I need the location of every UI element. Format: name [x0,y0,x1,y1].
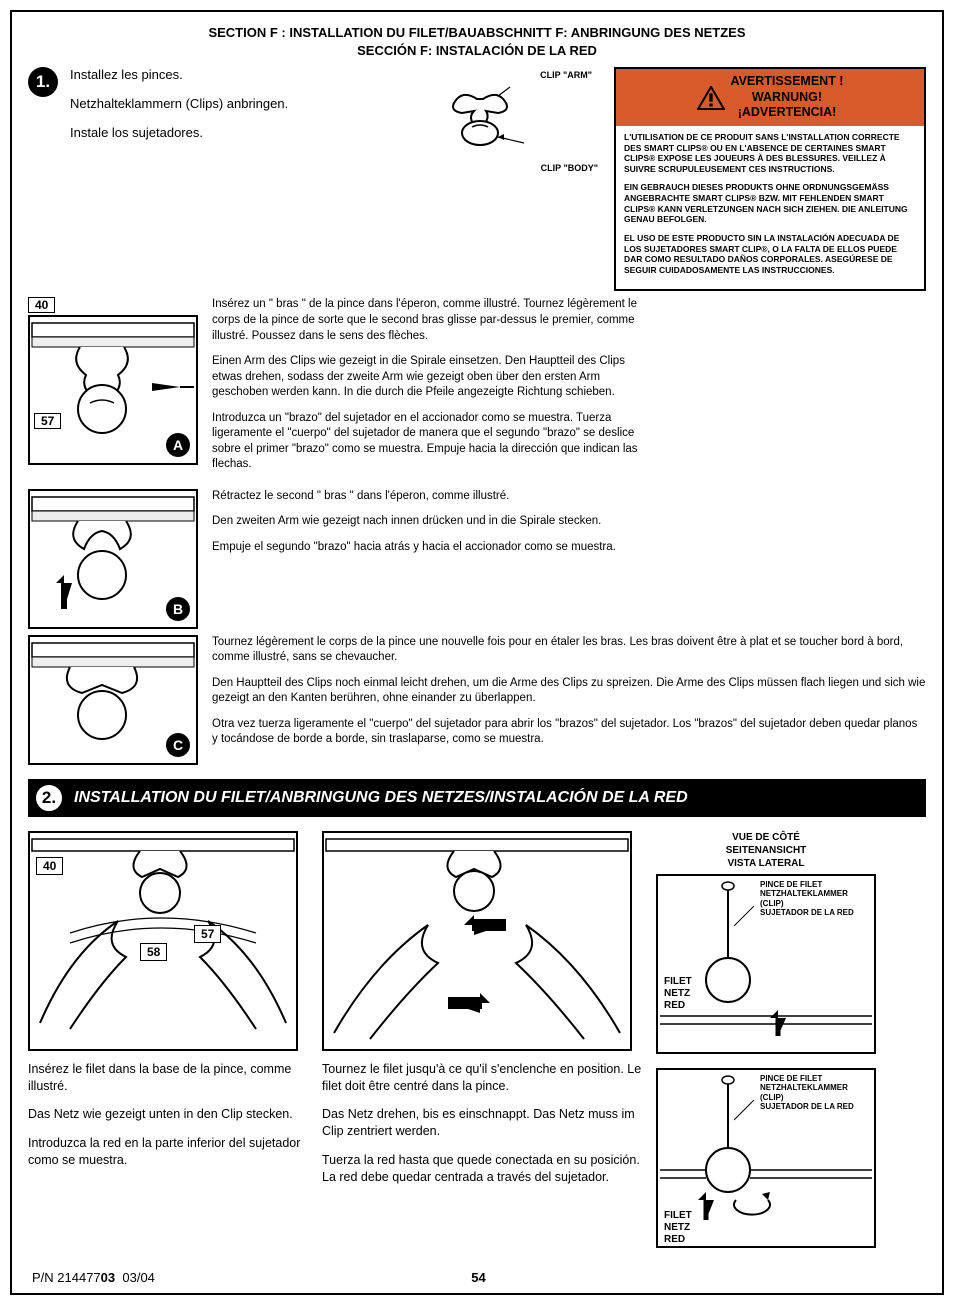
step1-intro-fr: Installez les pinces. [70,67,360,82]
substep-c-fr: Tournez légèrement le corps de la pince … [212,635,926,666]
part-number: P/N 21447703 03/04 [32,1270,155,1285]
substep-c-text: Tournez légèrement le corps de la pince … [212,635,926,765]
substep-a-es: Introduzca un "brazo" del sujetador en e… [212,411,658,473]
page-number: 54 [471,1270,485,1285]
step2-mid-illustration [324,833,630,1049]
step2-left-es: Introduzca la red en la parte inferior d… [28,1135,308,1169]
page-frame: SECTION F : INSTALLATION DU FILET/BAUABS… [10,10,944,1295]
substep-b-letter: B [166,597,190,621]
step1-intro-es: Instale los sujetadores. [70,125,360,140]
warning-body: L'UTILISATION DE CE PRODUIT SANS L'INSTA… [616,126,924,290]
clip-icon [432,81,542,157]
step2-left-de: Das Netz wie gezeigt unten in den Clip s… [28,1106,308,1123]
warning-fr: L'UTILISATION DE CE PRODUIT SANS L'INSTA… [624,132,916,175]
step2-mid-fr: Tournez le filet jusqu'à ce qu'il s'encl… [322,1061,642,1095]
part-40-tag-2: 40 [36,857,63,875]
part-40-tag: 40 [28,297,55,313]
side-net-label-2: FILETNETZRED [664,1210,692,1246]
part-57-tag: 57 [34,413,61,429]
clip-diagram: CLIP "ARM" CLIP "BODY" [372,67,602,174]
pn-date: 03/04 [122,1270,155,1285]
step2-left-fr: Insérez le filet dans la base de la pinc… [28,1061,308,1095]
part-57-tag-2: 57 [194,925,221,943]
header-line1: SECTION F : INSTALLATION DU FILET/BAUABS… [208,25,745,40]
step2-mid-de: Das Netz drehen, bis es einschnappt. Das… [322,1106,642,1140]
step1-top-row: 1. Installez les pinces. Netzhalteklamme… [28,67,926,291]
substep-c-es: Otra vez tuerza ligeramente el "cuerpo" … [212,717,926,748]
page-footer: P/N 21447703 03/04 54 [28,1270,926,1285]
step2-mid-image [322,831,632,1051]
side-view-title: VUE DE CÔTÉ SEITENANSICHT VISTA LATERAL [656,831,876,870]
step1-intro: Installez les pinces. Netzhalteklammern … [70,67,360,154]
substep-b-image: B [28,489,198,629]
pn-prefix: P/N 214477 [32,1270,101,1285]
step2-title: INSTALLATION DU FILET/ANBRINGUNG DES NET… [74,789,688,807]
substep-b-text: Rétractez le second " bras " dans l'éper… [212,489,728,629]
step2-bar: 2. INSTALLATION DU FILET/ANBRINGUNG DES … [28,779,926,817]
section-header: SECTION F : INSTALLATION DU FILET/BAUABS… [28,24,926,59]
warning-title: AVERTISSEMENT ! WARNUNG! ¡ADVERTENCIA! [731,74,844,121]
warning-header: AVERTISSEMENT ! WARNUNG! ¡ADVERTENCIA! [616,69,924,126]
substep-c: C Tournez légèrement le corps de la pinc… [28,635,926,765]
substep-b: B Rétractez le second " bras " dans l'ép… [28,489,728,629]
pn-bold: 03 [101,1270,115,1285]
step2-number: 2. [34,783,64,813]
substep-b-de: Den zweiten Arm wie gezeigt nach innen d… [212,514,728,530]
warning-es: EL USO DE ESTE PRODUCTO SIN LA INSTALACI… [624,233,916,276]
warning-box: AVERTISSEMENT ! WARNUNG! ¡ADVERTENCIA! L… [614,67,926,291]
side-box-1: PINCE DE FILET NETZHALTEKLAMMER (CLIP) S… [656,874,876,1054]
substep-a: 40 57 A Insérez un " bras " de la pince … [28,297,658,482]
step1-intro-de: Netzhalteklammern (Clips) anbringen. [70,96,360,111]
step2-mid-col: Tournez le filet jusqu'à ce qu'il s'encl… [322,831,642,1198]
substep-c-letter: C [166,733,190,757]
clip-arm-label: CLIP "ARM" [540,70,592,80]
substep-a-text: Insérez un " bras " de la pince dans l'é… [212,297,658,482]
step2-side-col: VUE DE CÔTÉ SEITENANSICHT VISTA LATERAL … [656,831,876,1262]
substep-a-de: Einen Arm des Clips wie gezeigt in die S… [212,354,658,401]
header-line2: SECCIÓN F: INSTALACIÓN DE LA RED [357,43,597,58]
warning-triangle-icon [697,86,725,110]
side-clip-label-1: PINCE DE FILET NETZHALTEKLAMMER (CLIP) S… [760,880,870,918]
step2-body: 40 57 58 Insérez le filet dans la base d… [28,831,926,1262]
substep-a-fr: Insérez un " bras " de la pince dans l'é… [212,297,658,344]
step1-number: 1. [28,67,58,97]
clip-body-label: CLIP "BODY" [541,163,598,173]
step2-mid-es: Tuerza la red hasta que quede conectada … [322,1152,642,1186]
side-clip-label-2: PINCE DE FILET NETZHALTEKLAMMER (CLIP) S… [760,1074,870,1112]
step2-left-illustration [30,833,296,1049]
substep-a-image: 40 57 A [28,297,198,482]
substep-b-fr: Rétractez le second " bras " dans l'éper… [212,489,728,505]
substep-b-es: Empuje el segundo "brazo" hacia atrás y … [212,540,728,556]
substep-c-image: C [28,635,198,765]
step2-left-image: 40 57 58 [28,831,298,1051]
side-box-2: PINCE DE FILET NETZHALTEKLAMMER (CLIP) S… [656,1068,876,1248]
part-58-tag: 58 [140,943,167,961]
side-net-label-1: FILETNETZRED [664,976,692,1012]
substep-c-de: Den Hauptteil des Clips noch einmal leic… [212,676,926,707]
warning-de: EIN GEBRAUCH DIESES PRODUKTS OHNE ORDNUN… [624,182,916,225]
step2-left-col: 40 57 58 Insérez le filet dans la base d… [28,831,308,1181]
